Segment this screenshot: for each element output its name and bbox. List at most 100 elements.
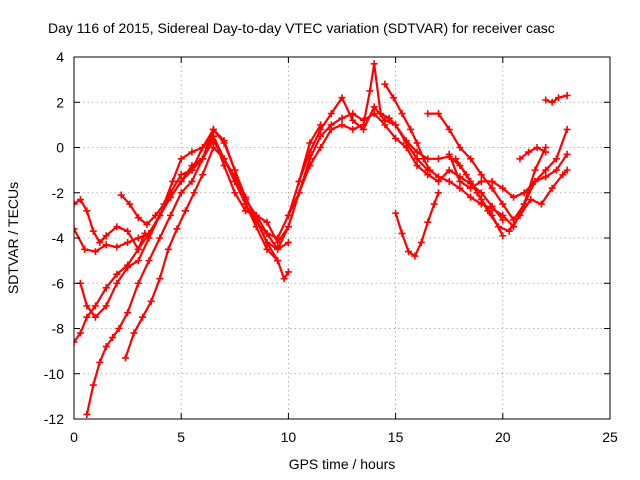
data-point-marker (385, 114, 393, 122)
x-tick-label: 15 (388, 429, 404, 445)
data-point-marker (338, 114, 346, 122)
data-point-marker (263, 245, 271, 253)
data-point-marker (338, 94, 346, 102)
data-point-marker (102, 232, 110, 240)
data-point-marker (548, 184, 556, 192)
x-tick-label: 5 (177, 429, 185, 445)
data-point-marker (83, 313, 91, 321)
data-point-marker (452, 155, 460, 163)
data-point-marker (542, 173, 550, 181)
data-point-marker (89, 227, 97, 235)
y-tick-label: 4 (56, 49, 64, 65)
data-point-marker (499, 232, 507, 240)
data-point-marker (121, 354, 129, 362)
data-point-marker (102, 302, 110, 310)
chart-title: Day 116 of 2015, Sidereal Day-to-day VTE… (48, 20, 555, 36)
data-point-marker (537, 200, 545, 208)
data-point-marker (542, 148, 550, 156)
data-point-marker (274, 257, 282, 265)
series-line (545, 94, 568, 104)
data-point-marker (456, 184, 464, 192)
data-point-marker (113, 223, 121, 231)
data-point-marker (434, 173, 442, 181)
data-point-marker (495, 223, 503, 231)
data-point-marker (134, 245, 142, 253)
data-point-marker (96, 239, 104, 247)
data-point-marker (552, 166, 560, 174)
series-line (74, 197, 146, 252)
x-axis-label: GPS time / hours (289, 456, 396, 472)
data-point-marker (411, 252, 419, 260)
data-point-marker (434, 110, 442, 118)
data-point-marker (177, 171, 185, 179)
data-point-marker (109, 334, 117, 342)
y-axis-label: SDTVAR / TECUs (5, 182, 21, 294)
data-point-marker (166, 211, 174, 219)
data-point-marker (488, 205, 496, 213)
data-point-marker (488, 177, 496, 185)
data-point-marker (130, 329, 138, 337)
data-point-marker (83, 410, 91, 418)
series-line (454, 158, 568, 233)
data-point-marker (525, 148, 533, 156)
data-point-marker (520, 189, 528, 197)
data-point-marker (76, 329, 84, 337)
data-point-marker (115, 325, 123, 332)
data-point-marker (284, 223, 292, 231)
data-point-marker (188, 166, 196, 174)
data-point-marker (434, 189, 442, 197)
y-tick-label: -4 (52, 230, 65, 246)
data-point-marker (456, 177, 464, 185)
data-point-marker (209, 144, 217, 151)
series-line (394, 192, 440, 258)
grid (74, 57, 610, 419)
data-point-marker (96, 358, 104, 366)
data-point-marker (306, 148, 314, 156)
data-point-marker (76, 196, 84, 204)
data-point-marker (102, 343, 110, 351)
data-point-marker (252, 211, 260, 219)
data-point-marker (402, 139, 410, 147)
data-point-marker (181, 207, 189, 215)
data-point-marker (434, 155, 442, 163)
data-point-marker (467, 193, 475, 201)
series-line (519, 146, 547, 160)
data-point-marker (424, 110, 432, 118)
series-line (448, 153, 569, 199)
data-point-marker (404, 248, 412, 256)
data-point-marker (392, 121, 400, 129)
data-point-marker (102, 241, 110, 249)
data-point-marker (398, 229, 406, 237)
data-point-marker (531, 166, 539, 174)
data-point-marker (199, 171, 207, 179)
y-tick-label: 0 (56, 140, 64, 156)
data-point-marker (499, 200, 507, 208)
data-point-marker (317, 144, 325, 151)
data-series-layer (74, 60, 571, 418)
axis-ticks: 0 5 10 15 20 25 -12 -10 -8 -6 -4 -2 0 2 4 (44, 49, 618, 445)
y-tick-label: -8 (52, 321, 65, 337)
data-point-marker (147, 297, 155, 305)
data-point-marker (563, 125, 571, 133)
data-point-marker (91, 248, 99, 256)
data-point-marker (533, 144, 541, 151)
data-point-marker (173, 225, 181, 233)
data-point-marker (413, 139, 421, 147)
data-point-marker (134, 214, 142, 222)
data-point-marker (295, 177, 303, 185)
data-series-sat-q (542, 91, 571, 106)
data-point-marker (381, 116, 389, 124)
data-point-marker (220, 162, 228, 170)
series-line (79, 127, 290, 319)
data-point-marker (263, 229, 271, 237)
data-point-marker (134, 234, 142, 242)
data-point-marker (102, 284, 110, 292)
data-point-marker (74, 338, 78, 346)
data-point-marker (484, 207, 492, 215)
series-line (298, 95, 504, 237)
data-point-marker (349, 116, 357, 124)
data-point-marker (306, 162, 314, 170)
data-point-marker (151, 211, 159, 219)
data-point-marker (381, 80, 389, 88)
data-point-marker (284, 239, 292, 247)
